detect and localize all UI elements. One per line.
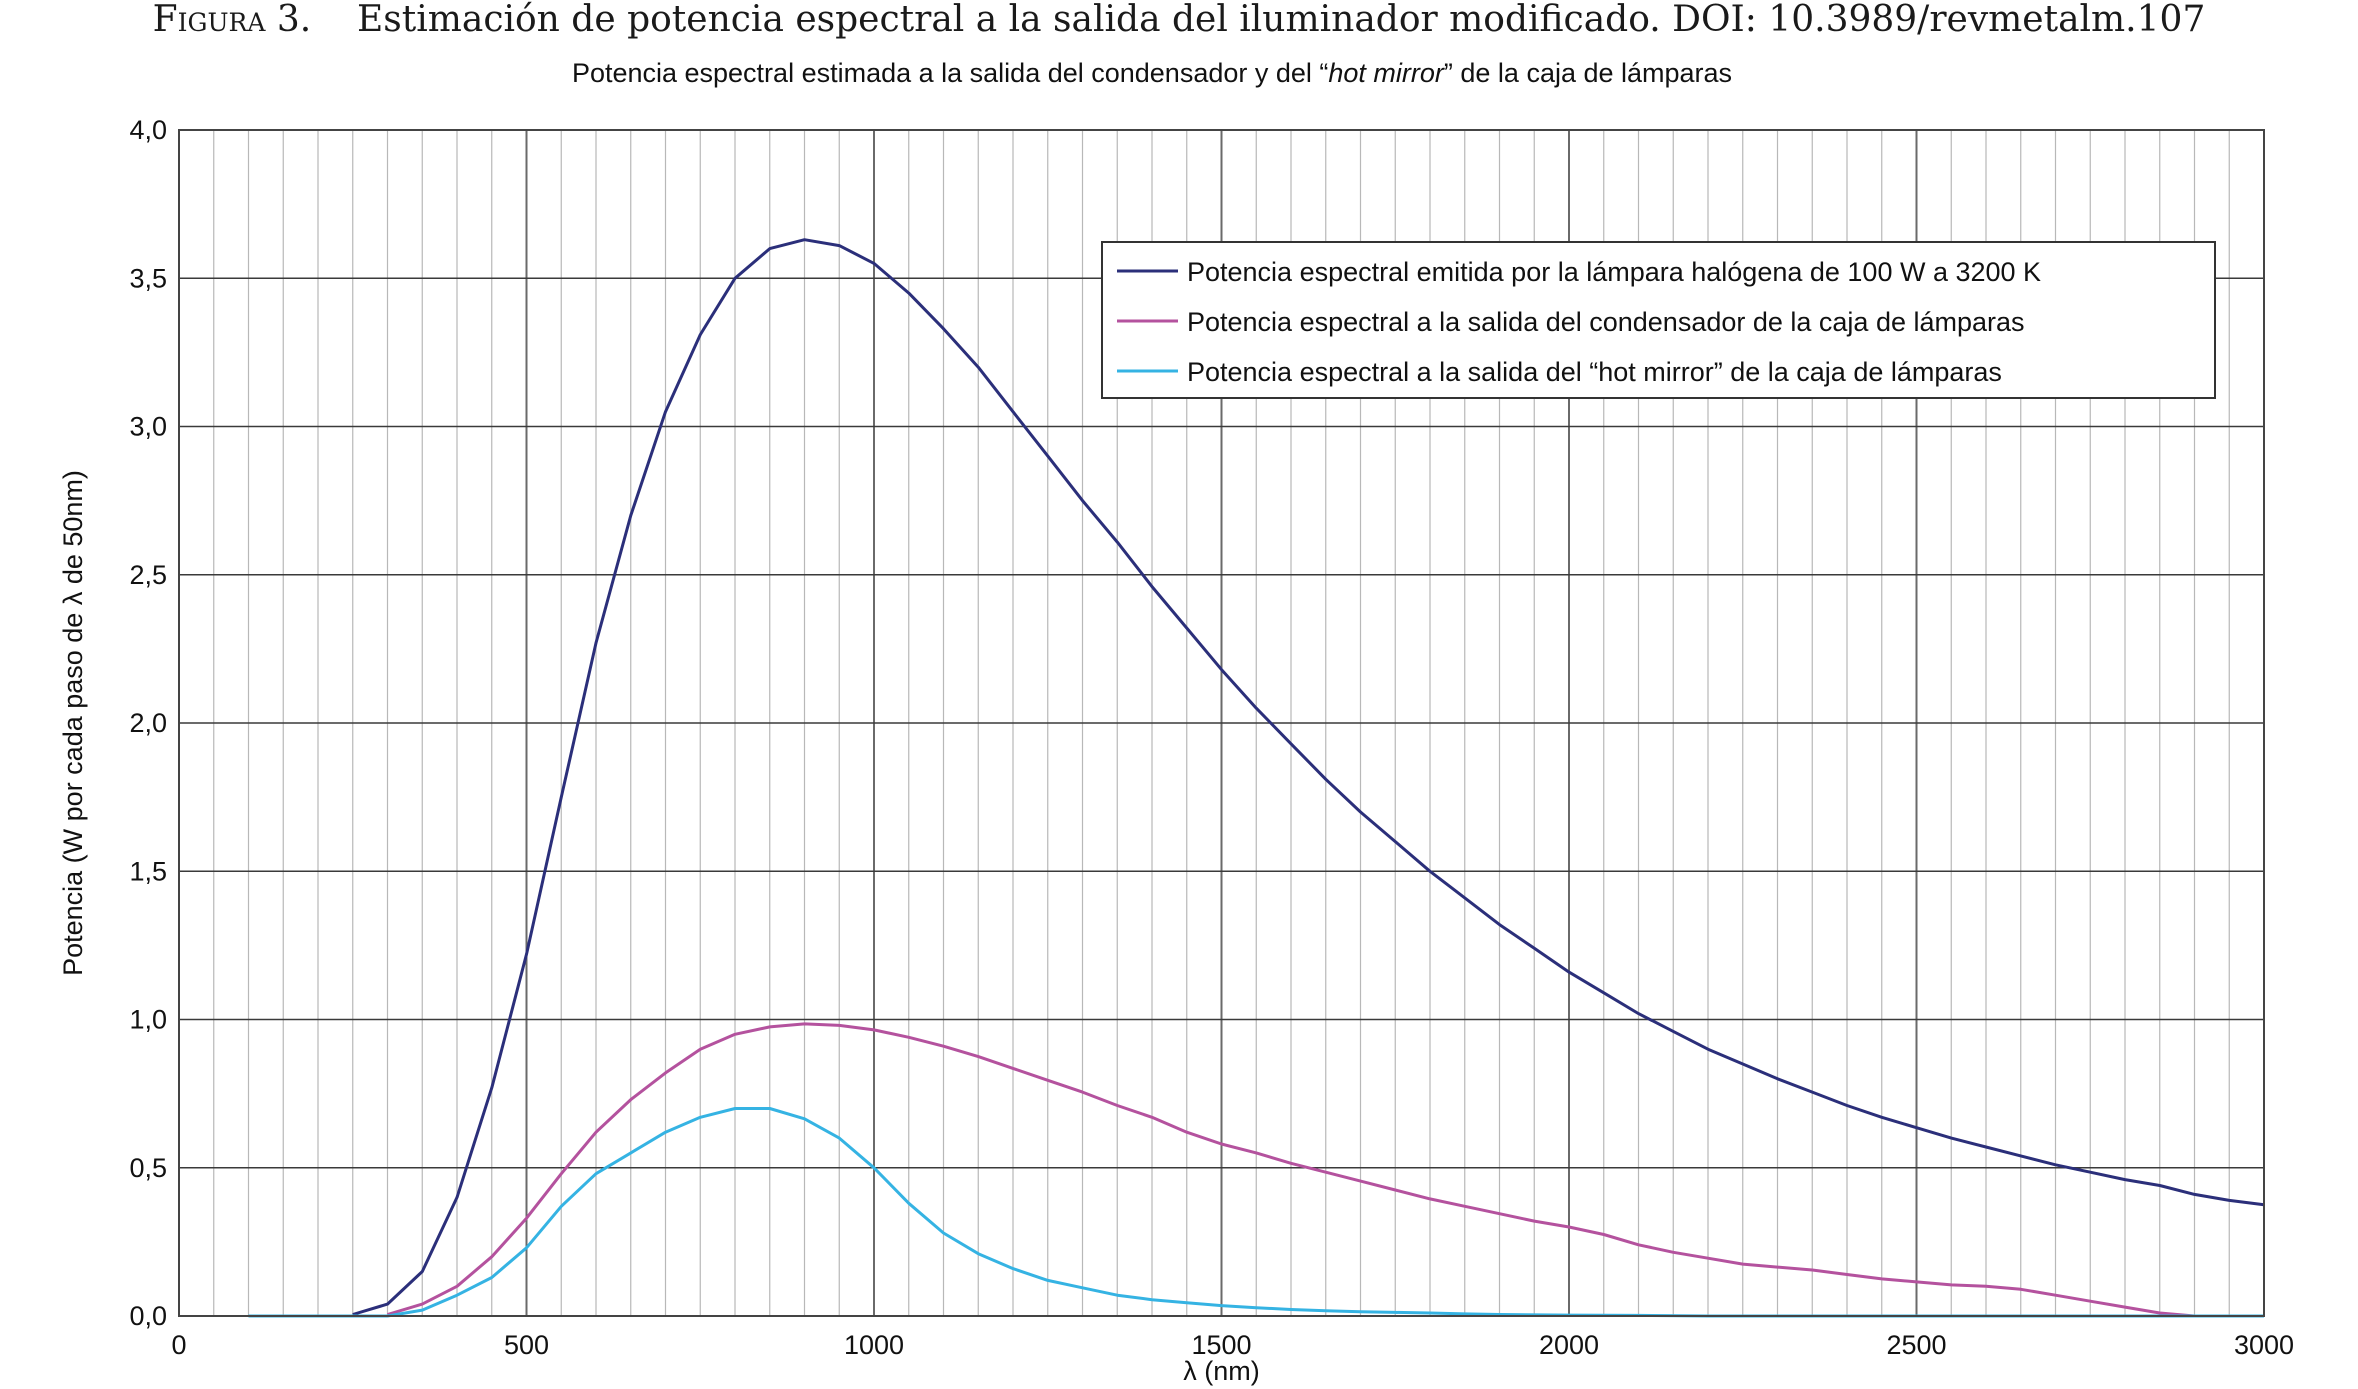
chart-title: Potencia espectral estimada a la salida …: [572, 58, 1732, 88]
series-lines: [248, 238, 2265, 1318]
legend: Potencia espectral emitida por la lámpar…: [1101, 241, 2216, 399]
y-tick-label: 3,0: [129, 412, 167, 442]
x-axis-ticks: 0 500 1000 1500 2000 2500 3000: [171, 1330, 2294, 1360]
x-tick-label: 2500: [1886, 1330, 1946, 1360]
y-tick-label: 2,0: [129, 708, 167, 738]
x-tick-label: 500: [504, 1330, 549, 1360]
chart-title-part-3: ” de la caja de lámparas: [1444, 58, 1732, 88]
figure-label: Figura 3.: [152, 0, 312, 40]
x-tick-label: 0: [171, 1330, 186, 1360]
legend-label: Potencia espectral emitida por la lámpar…: [1187, 257, 2041, 287]
y-tick-label: 1,5: [129, 856, 167, 886]
y-tick-label: 0,0: [129, 1301, 167, 1331]
plot-frame: [178, 129, 2265, 1317]
y-tick-label: 4,0: [129, 115, 167, 145]
chart-title-part-1: Potencia espectral estimada a la salida …: [572, 58, 1328, 88]
y-axis-label: Potencia (W por cada paso de λ de 50nm): [58, 470, 88, 976]
x-tick-label: 1000: [844, 1330, 904, 1360]
series-line-2: [387, 1022, 2264, 1318]
x-tick-label: 3000: [2234, 1330, 2294, 1360]
legend-label: Potencia espectral a la salida del conde…: [1187, 307, 2025, 337]
y-tick-label: 0,5: [129, 1153, 167, 1183]
legend-box: [1101, 241, 2216, 399]
x-tick-label: 2000: [1539, 1330, 1599, 1360]
y-tick-label: 2,5: [129, 560, 167, 590]
figure-caption: Figura 3. Estimación de potencia espectr…: [0, 0, 2358, 48]
series-line-1: [352, 238, 2265, 1316]
x-tick-label: 1500: [1191, 1330, 1251, 1360]
y-axis-ticks: 0,0 0,5 1,0 1,5 2,0 2,5 3,0 3,5 4,0: [129, 115, 167, 1331]
figure-caption-text: Estimación de potencia espectral a la sa…: [356, 0, 2206, 40]
legend-label: Potencia espectral a la salida del “hot …: [1187, 357, 2002, 387]
chart-title-part-2: hot mirror: [1328, 58, 1445, 88]
y-tick-label: 1,0: [129, 1005, 167, 1035]
series-line-3: [248, 1107, 2264, 1318]
y-tick-label: 3,5: [129, 263, 167, 293]
x-axis-label: λ (nm): [1183, 1356, 1260, 1386]
